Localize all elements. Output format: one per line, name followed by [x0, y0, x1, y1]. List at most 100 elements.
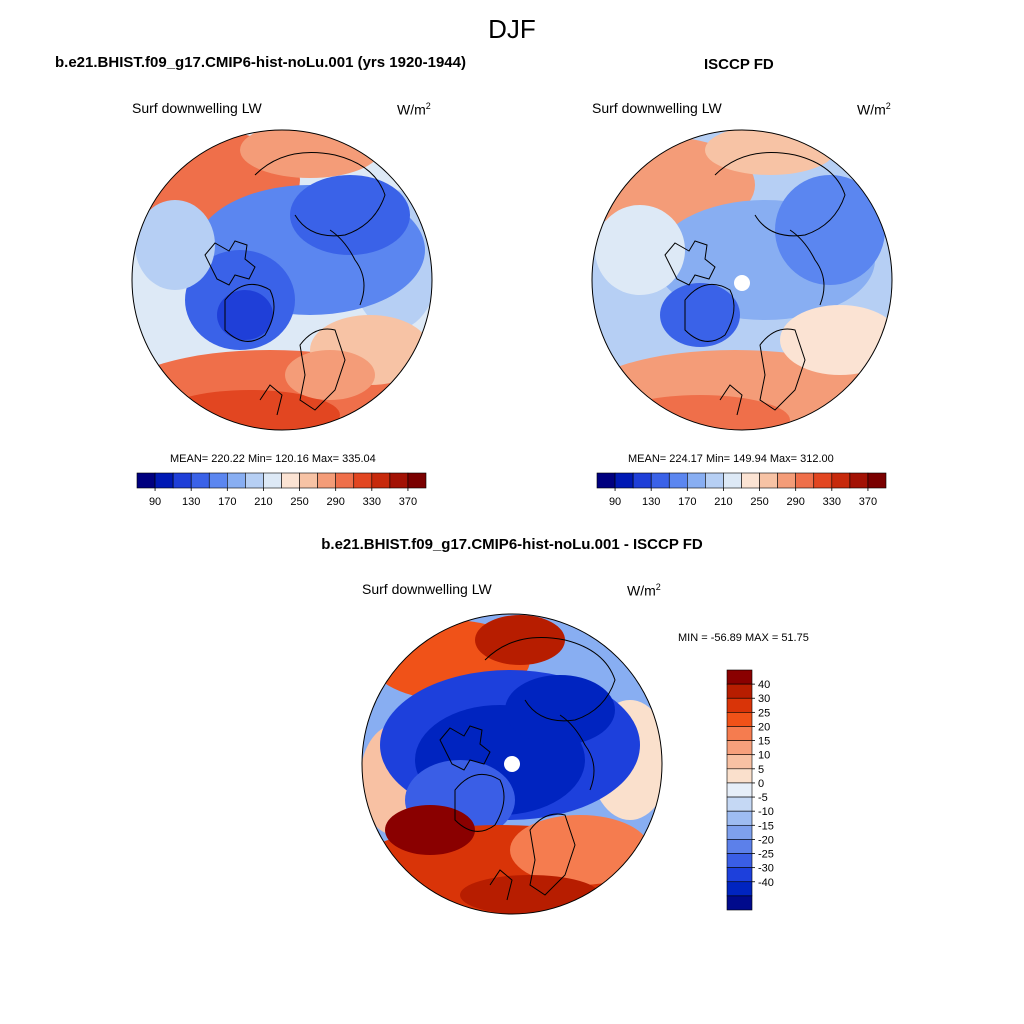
diff-colorbar-tick-label: -10: [758, 806, 774, 818]
diff-colorbar-tick-label: 25: [758, 707, 770, 719]
obs-colorbar-swatch: [650, 472, 670, 489]
diff-colorbar-swatch: [726, 697, 753, 713]
model-colorbar-swatch: [208, 472, 228, 489]
model-colorbar-tick-label: 370: [399, 496, 417, 508]
obs-colorbar-swatch: [614, 472, 634, 489]
model-panel-title: b.e21.BHIST.f09_g17.CMIP6-hist-noLu.001 …: [55, 54, 466, 71]
model-colorbar-swatch: [154, 472, 174, 489]
diff-colorbar-swatch: [726, 782, 753, 798]
model-colorbar-tick-label: 250: [290, 496, 308, 508]
obs-colorbar-swatch: [668, 472, 688, 489]
obs-map-border: [591, 129, 893, 431]
diff-colorbar-swatch: [726, 853, 753, 868]
diff-colorbar-tick-label: -5: [758, 792, 768, 804]
model-colorbar-swatch: [389, 472, 409, 489]
diff-colorbar-swatch: [726, 740, 753, 756]
diff-colorbar-tick-label: 30: [758, 693, 770, 705]
diff-colorbar-swatch: [726, 712, 753, 727]
obs-panel-title: ISCCP FD: [704, 56, 774, 73]
diff-colorbar-swatch: [726, 895, 753, 911]
diff-colorbar-swatch: [726, 768, 753, 784]
diff-colorbar-swatch: [726, 867, 753, 883]
obs-colorbar: 90 130 170 210 250 290 330 370: [596, 472, 887, 508]
diff-map-border: [361, 613, 663, 915]
obs-colorbar-swatch: [723, 472, 742, 489]
diff-colorbar-tick-label: -25: [758, 849, 774, 861]
diff-colorbar-tick-label: 15: [758, 736, 770, 748]
diff-colorbar-tick-label: 40: [758, 679, 770, 691]
model-colorbar-swatch: [299, 472, 318, 489]
model-colorbar-tick-label: 290: [327, 496, 345, 508]
diff-colorbar-swatch: [726, 683, 753, 699]
obs-colorbar-tick-label: 250: [750, 496, 768, 508]
diff-colorbar: 40 30 25 20 15 10 5 0 -5 -10 -15 -20 -25 -30 -40: [726, 669, 774, 911]
obs-stats: MEAN= 224.17 Min= 149.94 Max= 312.00: [628, 453, 834, 465]
model-colorbar-swatch: [227, 472, 246, 489]
diff-panel-title: b.e21.BHIST.f09_g17.CMIP6-hist-noLu.001 …: [321, 536, 703, 553]
obs-colorbar-swatch: [759, 472, 778, 489]
obs-units-label: W/m2: [857, 101, 891, 118]
model-colorbar-swatch: [136, 472, 156, 489]
diff-colorbar-swatch: [726, 754, 753, 770]
model-colorbar-swatch: [353, 472, 373, 489]
obs-colorbar-tick-label: 290: [787, 496, 805, 508]
diff-coastlines: [439, 637, 616, 901]
model-colorbar-swatch: [407, 472, 427, 489]
diff-colorbar-tick-label: -20: [758, 834, 774, 846]
model-colorbar-tick-label: 130: [182, 496, 200, 508]
model-variable-label: Surf downwelling LW: [132, 100, 262, 116]
model-coastlines: [204, 152, 386, 416]
obs-colorbar-swatch: [596, 472, 616, 489]
diff-colorbar-swatch: [726, 881, 753, 897]
model-colorbar-tick-label: 210: [254, 496, 272, 508]
model-colorbar-swatch: [172, 472, 192, 489]
obs-colorbar-swatch: [813, 472, 833, 489]
obs-colorbar-swatch: [687, 472, 706, 489]
diff-colorbar-swatch: [726, 669, 753, 685]
model-colorbar-tick-label: 330: [363, 496, 381, 508]
obs-colorbar-tick-label: 370: [859, 496, 877, 508]
diff-colorbar-tick-label: -15: [758, 820, 774, 832]
obs-colorbar-tick-label: 170: [678, 496, 696, 508]
diff-stats: MIN = -56.89 MAX = 51.75: [678, 632, 809, 644]
obs-colorbar-swatch: [831, 472, 851, 489]
diff-colorbar-tick-label: 10: [758, 750, 770, 762]
obs-colorbar-swatch: [632, 472, 652, 489]
model-stats: MEAN= 220.22 Min= 120.16 Max= 335.04: [170, 453, 376, 465]
diff-colorbar-swatch: [726, 810, 753, 826]
obs-colorbar-swatch: [777, 472, 796, 489]
model-colorbar-swatch: [190, 472, 210, 489]
obs-colorbar-tick-label: 210: [714, 496, 732, 508]
model-colorbar-swatch: [245, 472, 264, 489]
obs-coastlines: [664, 152, 846, 416]
model-colorbar-swatch: [263, 472, 282, 489]
obs-colorbar-swatch: [849, 472, 869, 489]
obs-colorbar-swatch: [741, 472, 760, 489]
diff-colorbar-tick-label: 0: [758, 778, 764, 790]
model-colorbar-swatch: [317, 472, 336, 489]
model-colorbar-swatch: [371, 472, 391, 489]
model-colorbar: 90 130 170 210 250 290 330 370: [136, 472, 427, 508]
obs-colorbar-swatch: [867, 472, 887, 489]
diff-colorbar-tick-label: 20: [758, 721, 770, 733]
diff-map: [362, 614, 662, 914]
model-map-border: [131, 129, 433, 431]
figure-title: DJF: [488, 14, 536, 44]
obs-colorbar-swatch: [705, 472, 724, 489]
diff-colorbar-swatch: [726, 796, 753, 812]
obs-variable-label: Surf downwelling LW: [592, 100, 722, 116]
model-units-label: W/m2: [397, 101, 431, 118]
obs-colorbar-tick-label: 130: [642, 496, 660, 508]
diff-colorbar-tick-label: -30: [758, 863, 774, 875]
diff-variable-label: Surf downwelling LW: [362, 581, 492, 597]
model-colorbar-swatch: [281, 472, 300, 489]
model-colorbar-tick-label: 90: [149, 496, 161, 508]
model-colorbar-tick-label: 170: [218, 496, 236, 508]
obs-map: [592, 130, 892, 430]
obs-colorbar-tick-label: 330: [823, 496, 841, 508]
obs-colorbar-swatch: [795, 472, 815, 489]
diff-colorbar-tick-label: -40: [758, 877, 774, 889]
model-map: [132, 130, 432, 430]
diff-colorbar-tick-label: 5: [758, 764, 764, 776]
